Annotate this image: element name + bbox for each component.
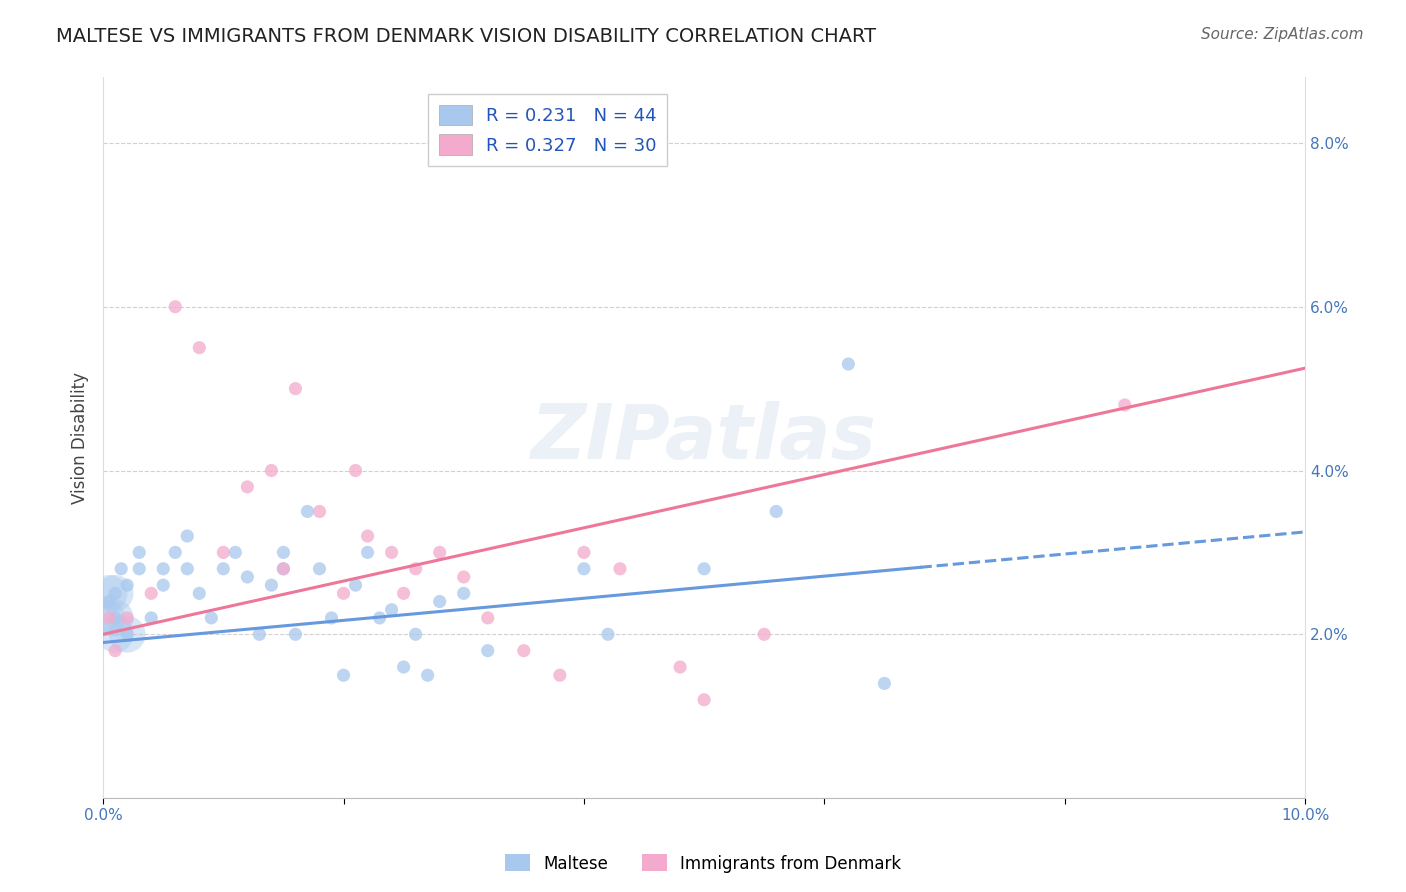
Point: [609, 562, 631, 576]
Point: [1114, 398, 1136, 412]
Y-axis label: Vision Disability: Vision Disability: [72, 372, 89, 504]
Point: [104, 643, 127, 657]
Point: [176, 562, 198, 576]
Point: [381, 603, 404, 617]
Point: [453, 570, 475, 584]
Point: [356, 529, 378, 543]
Point: [405, 627, 427, 641]
Point: [104, 611, 127, 625]
Point: [188, 586, 211, 600]
Point: [165, 300, 187, 314]
Point: [188, 341, 211, 355]
Point: [477, 643, 499, 657]
Point: [236, 480, 259, 494]
Point: [429, 594, 451, 608]
Point: [98, 611, 121, 625]
Point: [356, 545, 378, 559]
Point: [332, 586, 354, 600]
Point: [572, 562, 595, 576]
Point: [236, 570, 259, 584]
Point: [104, 586, 127, 600]
Text: MALTESE VS IMMIGRANTS FROM DENMARK VISION DISABILITY CORRELATION CHART: MALTESE VS IMMIGRANTS FROM DENMARK VISIO…: [56, 27, 876, 45]
Point: [212, 545, 235, 559]
Point: [104, 611, 127, 625]
Point: [693, 562, 716, 576]
Point: [176, 529, 198, 543]
Point: [128, 562, 150, 576]
Point: [669, 660, 692, 674]
Point: [200, 611, 222, 625]
Point: [297, 504, 319, 518]
Point: [115, 578, 138, 592]
Point: [115, 627, 138, 641]
Point: [416, 668, 439, 682]
Point: [308, 504, 330, 518]
Point: [837, 357, 859, 371]
Point: [273, 562, 295, 576]
Point: [453, 586, 475, 600]
Point: [98, 594, 121, 608]
Point: [273, 562, 295, 576]
Point: [344, 463, 367, 477]
Point: [115, 611, 138, 625]
Point: [224, 545, 246, 559]
Point: [284, 627, 307, 641]
Point: [572, 545, 595, 559]
Point: [754, 627, 776, 641]
Point: [141, 586, 163, 600]
Point: [693, 693, 716, 707]
Point: [110, 562, 132, 576]
Point: [548, 668, 571, 682]
Point: [429, 545, 451, 559]
Legend: Maltese, Immigrants from Denmark: Maltese, Immigrants from Denmark: [498, 847, 908, 880]
Point: [104, 627, 127, 641]
Point: [273, 545, 295, 559]
Point: [308, 562, 330, 576]
Point: [344, 578, 367, 592]
Point: [152, 578, 174, 592]
Legend: R = 0.231   N = 44, R = 0.327   N = 30: R = 0.231 N = 44, R = 0.327 N = 30: [429, 94, 668, 166]
Point: [368, 611, 391, 625]
Point: [392, 660, 415, 674]
Point: [96, 611, 118, 625]
Text: ZIPatlas: ZIPatlas: [531, 401, 877, 475]
Point: [260, 578, 283, 592]
Point: [247, 627, 270, 641]
Point: [260, 463, 283, 477]
Point: [284, 382, 307, 396]
Point: [405, 562, 427, 576]
Point: [596, 627, 619, 641]
Point: [873, 676, 896, 690]
Point: [141, 611, 163, 625]
Text: Source: ZipAtlas.com: Source: ZipAtlas.com: [1201, 27, 1364, 42]
Point: [513, 643, 536, 657]
Point: [165, 545, 187, 559]
Point: [98, 586, 121, 600]
Point: [321, 611, 343, 625]
Point: [128, 545, 150, 559]
Point: [381, 545, 404, 559]
Point: [212, 562, 235, 576]
Point: [392, 586, 415, 600]
Point: [477, 611, 499, 625]
Point: [115, 627, 138, 641]
Point: [332, 668, 354, 682]
Point: [152, 562, 174, 576]
Point: [765, 504, 787, 518]
Point: [104, 586, 127, 600]
